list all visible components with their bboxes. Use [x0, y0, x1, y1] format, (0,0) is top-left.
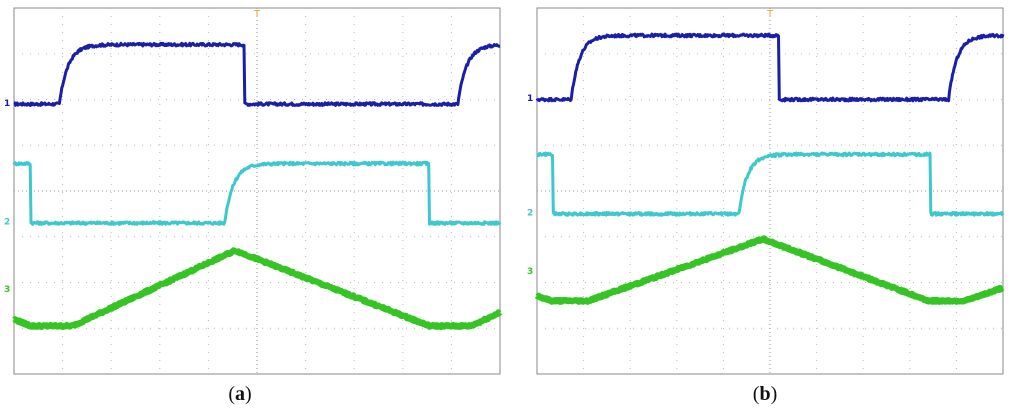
caption-letter: a: [235, 383, 245, 405]
panel-caption-a: (a): [210, 383, 270, 406]
scope-panel-a: T 1 2 3: [4, 7, 503, 375]
trigger-marker: T: [766, 9, 774, 20]
waveform-ch2: [12, 160, 502, 226]
channel-marker-3: 3: [4, 285, 10, 295]
scope-panel-b: T 1 2 3: [527, 7, 1006, 375]
caption-open-paren: (: [752, 383, 760, 405]
waveform-ch2: [536, 151, 1005, 217]
channel-marker-3: 3: [527, 267, 533, 277]
caption-close-paren: ): [770, 383, 778, 405]
channel-marker-2: 2: [527, 209, 533, 219]
panel-caption-b: (b): [735, 383, 795, 406]
waveform-ch3: [11, 247, 503, 331]
waveform-ch1: [535, 32, 1005, 103]
channel-marker-1: 1: [4, 99, 10, 109]
waveform-ch1: [13, 41, 501, 107]
trigger-marker: T: [253, 9, 261, 20]
caption-letter: b: [759, 383, 771, 405]
waveform-ch3: [534, 235, 1006, 305]
channel-marker-2: 2: [4, 218, 10, 228]
channel-marker-1: 1: [527, 94, 533, 104]
caption-close-paren: ): [245, 383, 252, 405]
caption-open-paren: (: [228, 383, 235, 405]
